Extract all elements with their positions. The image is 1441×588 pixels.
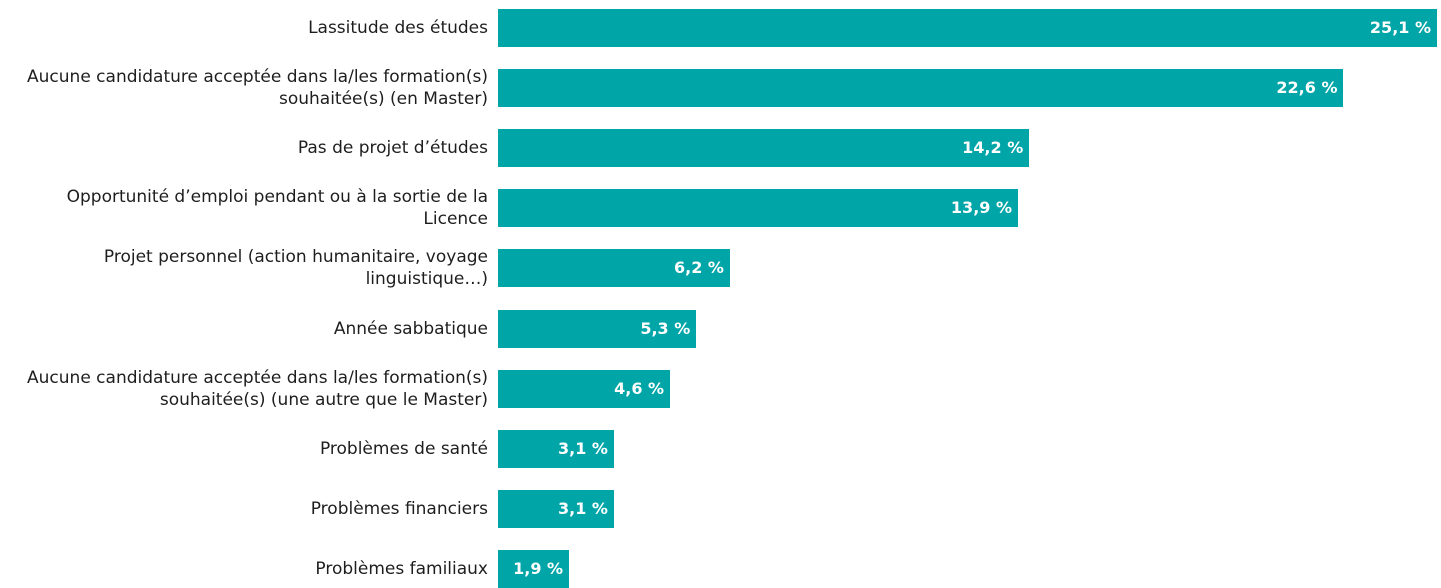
category-label: Projet personnel (action humanitaire, vo…: [103, 247, 488, 290]
category-label: Pas de projet d’études: [297, 138, 488, 159]
value-label: 13,9 %: [950, 198, 1012, 218]
category-label: Problèmes de santé: [319, 438, 488, 459]
category-label: Opportunité d’emploi pendant ou à la sor…: [66, 187, 488, 230]
category-label: Aucune candidature acceptée dans la/les …: [27, 67, 488, 110]
value-label: 4,6 %: [614, 378, 665, 398]
category-label: Aucune candidature acceptée dans la/les …: [27, 367, 488, 410]
category-label: Année sabbatique: [333, 318, 488, 339]
value-label: 14,2 %: [962, 138, 1024, 158]
bar: [498, 429, 614, 468]
value-label: 5,3 %: [640, 318, 691, 338]
bar: [498, 369, 671, 408]
category-label: Problèmes familiaux: [315, 558, 488, 579]
category-label: Lassitude des études: [308, 18, 488, 38]
bar: [498, 129, 1030, 168]
value-label: 25,1 %: [1369, 18, 1431, 37]
bar: [498, 189, 1018, 228]
value-label: 3,1 %: [558, 498, 608, 518]
value-label: 1,9 %: [513, 558, 564, 578]
bar: [498, 249, 730, 288]
value-label: 6,2 %: [673, 258, 724, 278]
bar: [498, 309, 697, 348]
value-label: 22,6 %: [1276, 78, 1338, 98]
value-label: 3,1 %: [558, 438, 608, 458]
bar: [498, 69, 1344, 108]
category-label: Problèmes financiers: [310, 498, 488, 519]
bar: [498, 489, 614, 528]
bar: [498, 9, 1437, 47]
